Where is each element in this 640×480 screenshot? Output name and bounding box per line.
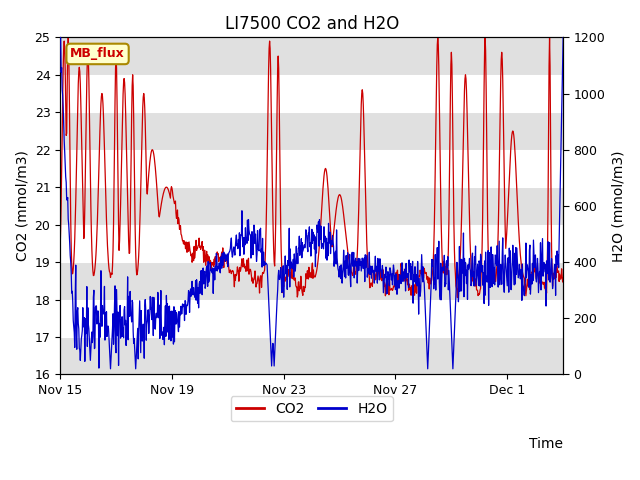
Bar <box>60 112 563 150</box>
Bar <box>60 262 563 300</box>
Y-axis label: H2O (mmol/m3): H2O (mmol/m3) <box>611 150 625 262</box>
Bar <box>60 37 563 75</box>
Bar <box>60 187 563 225</box>
Legend: CO2, H2O: CO2, H2O <box>230 396 393 421</box>
Title: LI7500 CO2 and H2O: LI7500 CO2 and H2O <box>225 15 399 33</box>
Y-axis label: CO2 (mmol/m3): CO2 (mmol/m3) <box>15 150 29 261</box>
Text: Time: Time <box>529 437 563 451</box>
Bar <box>60 337 563 374</box>
Text: MB_flux: MB_flux <box>70 48 125 60</box>
